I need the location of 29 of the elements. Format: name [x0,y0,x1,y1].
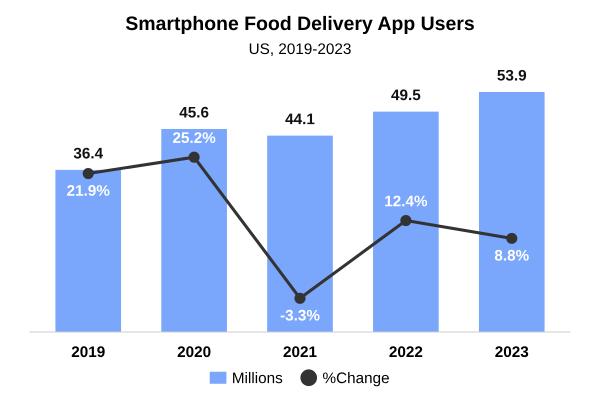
point [294,292,306,304]
point [506,232,518,244]
data-label: 53.9 [497,70,526,81]
data-label: -3.3% [280,310,320,321]
x-tick-label: 2023 [495,346,528,358]
data-label: 44.1 [285,114,314,124]
bar [161,128,227,332]
data-label: 49.5 [391,89,420,100]
x-tick-label: 2022 [389,346,422,358]
legend-label: Millions [233,372,282,384]
bar [478,92,545,332]
x-tick-label: 2019 [72,346,105,358]
data-label: 8.8% [494,250,529,261]
bar [267,136,333,332]
bar [55,170,122,332]
x-tick-label: 2020 [178,346,210,358]
data-label: 21.9% [67,185,110,196]
chart-title: Smartphone Food Delivery App Users [126,16,474,34]
point [82,168,94,180]
point [188,152,200,163]
legend-label: %Change [323,372,389,386]
x-tick-label: 2021 [284,346,317,358]
point [400,214,412,226]
chart-subtitle: US, 2019-2023 [250,43,351,56]
data-label: 45.6 [179,106,208,118]
data-label: 36.4 [74,148,104,159]
data-label: 25.2% [172,132,216,144]
bar [373,112,439,332]
data-label: 12.4% [385,196,428,206]
